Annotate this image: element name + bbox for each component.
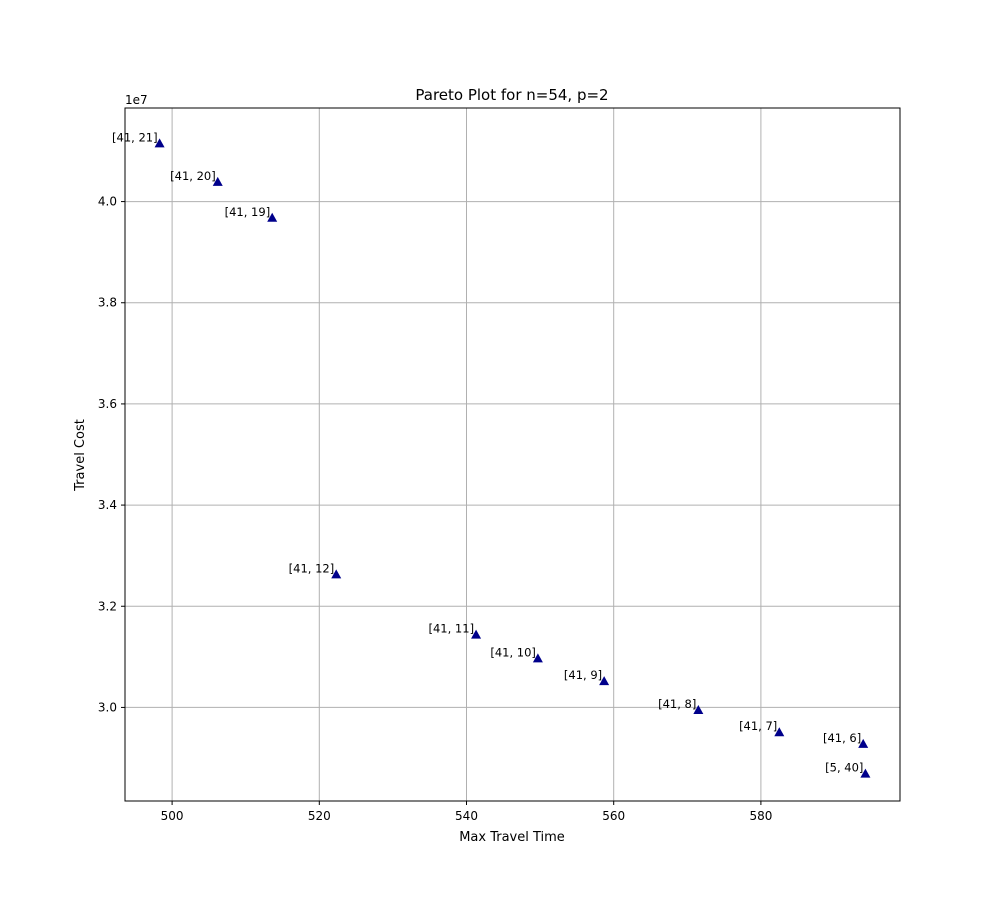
x-tick-label: 560: [602, 809, 625, 823]
data-point-label: [41, 6]: [823, 731, 861, 745]
y-tick-label: 3.4: [98, 498, 117, 512]
data-point-marker: [154, 138, 165, 148]
data-point-marker: [599, 676, 610, 686]
chart-title: Pareto Plot for n=54, p=2: [415, 86, 608, 104]
x-axis-label: Max Travel Time: [459, 830, 565, 845]
data-point-marker: [860, 768, 871, 778]
y-axis-label: Travel Cost: [73, 419, 88, 492]
y-tick-label: 3.8: [98, 296, 117, 310]
grid-lines: [125, 108, 900, 801]
x-axis-ticks: 500 520 540 560 580: [161, 801, 772, 823]
data-point-marker: [212, 176, 223, 186]
data-point-marker: [774, 727, 785, 737]
data-point-label: [41, 10]: [490, 645, 536, 659]
data-point-marker: [693, 704, 704, 714]
y-tick-label: 3.6: [98, 397, 117, 411]
data-point-marker: [331, 569, 342, 579]
data-point-label: [41, 7]: [739, 719, 777, 733]
data-point-label: [41, 12]: [289, 561, 335, 575]
x-tick-label: 580: [749, 809, 772, 823]
data-point-label: [5, 40]: [825, 761, 863, 775]
y-axis-ticks: 3.0 3.2 3.4 3.6 3.8 4.0: [98, 195, 125, 714]
y-tick-label: 3.2: [98, 599, 117, 613]
data-point-label: [41, 11]: [429, 622, 475, 636]
data-point-marker: [471, 629, 482, 639]
y-tick-label: 4.0: [98, 195, 117, 209]
x-tick-label: 520: [308, 809, 331, 823]
y-tick-label: 3.0: [98, 700, 117, 714]
data-point-marker: [267, 212, 278, 222]
data-points: [41, 21] [41, 20] [41, 19] [41, 12] [41, 11]…: [112, 130, 871, 778]
data-point-marker: [532, 653, 543, 663]
data-point-label: [41, 8]: [658, 697, 696, 711]
x-tick-label: 540: [455, 809, 478, 823]
x-tick-label: 500: [161, 809, 184, 823]
data-point-label: [41, 9]: [564, 668, 602, 682]
plot-area-frame: [124, 107, 901, 802]
data-point-label: [41, 20]: [170, 169, 216, 183]
data-point-marker: [858, 738, 869, 748]
data-point-label: [41, 19]: [225, 205, 271, 219]
data-point-label: [41, 21]: [112, 130, 158, 144]
y-axis-offset-label: 1e7: [125, 93, 148, 107]
